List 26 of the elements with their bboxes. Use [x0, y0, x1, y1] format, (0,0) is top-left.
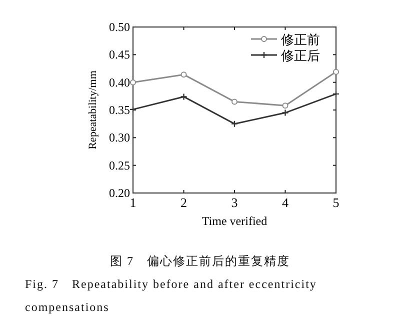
- x-tick-label: 3: [231, 195, 238, 210]
- y-tick-label: 0.35: [109, 103, 130, 117]
- point: [282, 102, 288, 109]
- y-axis-title: Repeatability/mm: [87, 70, 99, 150]
- x-tick-label: 4: [282, 195, 289, 210]
- y-tick-label: 0.45: [109, 48, 130, 62]
- point: [282, 109, 289, 116]
- caption: 图 7 偏心修正前后的重复精度: [109, 253, 291, 270]
- y-tick-label: 0.25: [109, 158, 130, 172]
- legend-label: 修正后: [281, 48, 320, 63]
- point: [333, 68, 339, 75]
- y-tick-label: 0.40: [109, 75, 130, 90]
- caption: Fig. 7 Repeatability before and after eccentricity compensations: [24, 276, 318, 316]
- x-tick-label: 1: [130, 195, 136, 210]
- y-tick-label: 0.50: [109, 20, 130, 34]
- legend-label: 修正前: [281, 32, 320, 47]
- point: [180, 93, 188, 100]
- y-tick-label: 0.30: [109, 130, 130, 145]
- y-tick-label: 0.20: [109, 186, 130, 200]
- x-tick-label: 5: [332, 195, 340, 210]
- point: [130, 79, 136, 86]
- point: [230, 120, 238, 128]
- point: [232, 98, 238, 105]
- x-tick-label: 2: [180, 195, 187, 210]
- x-axis-title: Time verified: [202, 214, 268, 228]
- point: [180, 72, 187, 78]
